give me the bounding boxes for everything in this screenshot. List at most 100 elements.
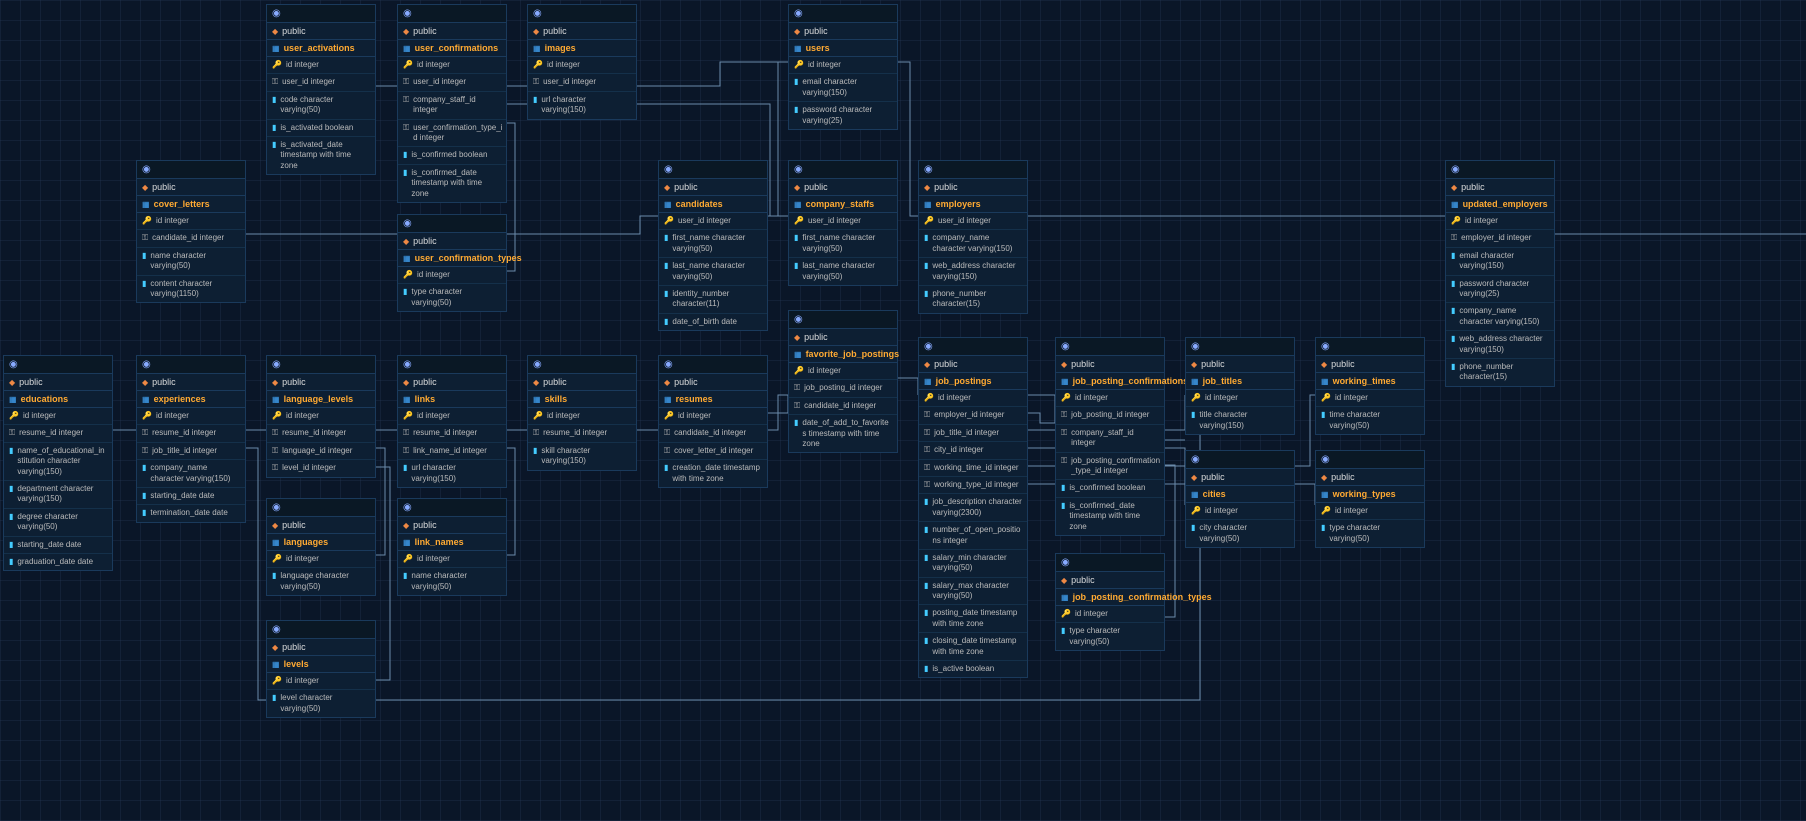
table-header[interactable]: ◉ — [398, 215, 506, 233]
table-candidates[interactable]: ◉◆public▦candidates🔑user_id integer▮firs… — [658, 160, 768, 331]
column-name: id integer — [678, 411, 711, 421]
table-header[interactable]: ◉ — [919, 338, 1027, 356]
table-images[interactable]: ◉◆public▦images🔑id integer⚿user_id integ… — [527, 4, 637, 120]
column-row: 🔑id integer — [1316, 503, 1424, 520]
table-header[interactable]: ◉ — [137, 356, 245, 374]
eye-icon[interactable]: ◉ — [924, 341, 933, 352]
table-header[interactable]: ◉ — [919, 161, 1027, 179]
column-name: is_active boolean — [932, 664, 994, 674]
table-favorite_job_postings[interactable]: ◉◆public▦favorite_job_postings🔑id intege… — [788, 310, 898, 453]
table-header[interactable]: ◉ — [528, 5, 636, 23]
eye-icon[interactable]: ◉ — [794, 8, 803, 19]
eye-icon[interactable]: ◉ — [794, 314, 803, 325]
table-header[interactable]: ◉ — [267, 5, 375, 23]
table-user_confirmations[interactable]: ◉◆public▦user_confirmations🔑id integer⚿u… — [397, 4, 507, 203]
table-educations[interactable]: ◉◆public▦educations🔑id integer⚿resume_id… — [3, 355, 113, 571]
table-name: skills — [545, 394, 568, 404]
table-working_times[interactable]: ◉◆public▦working_times🔑id integer▮time c… — [1315, 337, 1425, 435]
table-employers[interactable]: ◉◆public▦employers🔑user_id integer▮compa… — [918, 160, 1028, 314]
eye-icon[interactable]: ◉ — [664, 164, 673, 175]
table-header[interactable]: ◉ — [398, 5, 506, 23]
table-users[interactable]: ◉◆public▦users🔑id integer▮email characte… — [788, 4, 898, 130]
column-name: employer_id integer — [1461, 233, 1531, 243]
table-header[interactable]: ◉ — [789, 311, 897, 329]
table-header[interactable]: ◉ — [1186, 338, 1294, 356]
table-header[interactable]: ◉ — [1316, 338, 1424, 356]
eye-icon[interactable]: ◉ — [272, 8, 281, 19]
table-updated_employers[interactable]: ◉◆public▦updated_employers🔑id integer⚿em… — [1445, 160, 1555, 387]
table-links[interactable]: ◉◆public▦links🔑id integer⚿resume_id inte… — [397, 355, 507, 488]
table-experiences[interactable]: ◉◆public▦experiences🔑id integer⚿resume_i… — [136, 355, 246, 523]
table-working_types[interactable]: ◉◆public▦working_types🔑id integer▮type c… — [1315, 450, 1425, 548]
table-job_posting_confirmations[interactable]: ◉◆public▦job_posting_confirmations🔑id in… — [1055, 337, 1165, 536]
table-user_activations[interactable]: ◉◆public▦user_activations🔑id integer⚿use… — [266, 4, 376, 175]
table-header[interactable]: ◉ — [267, 621, 375, 639]
eye-icon[interactable]: ◉ — [1191, 454, 1200, 465]
table-languages[interactable]: ◉◆public▦languages🔑id integer▮language c… — [266, 498, 376, 596]
column-name: skill character varying(150) — [541, 446, 631, 467]
table-user_confirmation_types[interactable]: ◉◆public▦user_confirmation_types🔑id inte… — [397, 214, 507, 312]
table-header[interactable]: ◉ — [1186, 451, 1294, 469]
table-header[interactable]: ◉ — [1056, 554, 1164, 572]
table-header[interactable]: ◉ — [4, 356, 112, 374]
table-company_staffs[interactable]: ◉◆public▦company_staffs🔑user_id integer▮… — [788, 160, 898, 286]
foreign-key-icon: ⚿ — [924, 428, 930, 438]
eye-icon[interactable]: ◉ — [924, 164, 933, 175]
eye-icon[interactable]: ◉ — [1321, 341, 1330, 352]
table-skills[interactable]: ◉◆public▦skills🔑id integer⚿resume_id int… — [527, 355, 637, 471]
eye-icon[interactable]: ◉ — [142, 164, 151, 175]
column-name: company_staff_id integer — [413, 95, 501, 116]
eye-icon[interactable]: ◉ — [403, 359, 412, 370]
table-header[interactable]: ◉ — [1446, 161, 1554, 179]
column-icon: ▮ — [794, 77, 798, 87]
eye-icon[interactable]: ◉ — [1191, 341, 1200, 352]
eye-icon[interactable]: ◉ — [1061, 557, 1070, 568]
column-row: 🔑id integer — [137, 408, 245, 425]
column-row: 🔑id integer — [4, 408, 112, 425]
column-row: ▮password character varying(25) — [789, 102, 897, 129]
eye-icon[interactable]: ◉ — [533, 8, 542, 19]
eye-icon[interactable]: ◉ — [142, 359, 151, 370]
table-header[interactable]: ◉ — [1316, 451, 1424, 469]
eye-icon[interactable]: ◉ — [272, 359, 281, 370]
schema-label: public — [282, 520, 306, 530]
eye-icon[interactable]: ◉ — [1321, 454, 1330, 465]
table-levels[interactable]: ◉◆public▦levels🔑id integer▮level charact… — [266, 620, 376, 718]
table-header[interactable]: ◉ — [789, 5, 897, 23]
eye-icon[interactable]: ◉ — [403, 8, 412, 19]
table-header[interactable]: ◉ — [528, 356, 636, 374]
schema-label: public — [1201, 359, 1225, 369]
table-cover_letters[interactable]: ◉◆public▦cover_letters🔑id integer⚿candid… — [136, 160, 246, 303]
eye-icon[interactable]: ◉ — [1451, 164, 1460, 175]
eye-icon[interactable]: ◉ — [9, 359, 18, 370]
table-cities[interactable]: ◉◆public▦cities🔑id integer▮city characte… — [1185, 450, 1295, 548]
column-name: user_id integer — [938, 216, 991, 226]
eye-icon[interactable]: ◉ — [1061, 341, 1070, 352]
column-name: resume_id integer — [543, 428, 607, 438]
eye-icon[interactable]: ◉ — [794, 164, 803, 175]
eye-icon[interactable]: ◉ — [403, 218, 412, 229]
table-header[interactable]: ◉ — [659, 356, 767, 374]
schema-row: ◆public — [1316, 469, 1424, 486]
table-resumes[interactable]: ◉◆public▦resumes🔑id integer⚿candidate_id… — [658, 355, 768, 488]
eye-icon[interactable]: ◉ — [664, 359, 673, 370]
table-header[interactable]: ◉ — [659, 161, 767, 179]
table-header[interactable]: ◉ — [789, 161, 897, 179]
table-link_names[interactable]: ◉◆public▦link_names🔑id integer▮name char… — [397, 498, 507, 596]
eye-icon[interactable]: ◉ — [533, 359, 542, 370]
table-header[interactable]: ◉ — [267, 499, 375, 517]
table-job_postings[interactable]: ◉◆public▦job_postings🔑id integer⚿employe… — [918, 337, 1028, 678]
table-job_titles[interactable]: ◉◆public▦job_titles🔑id integer▮title cha… — [1185, 337, 1295, 435]
table-language_levels[interactable]: ◉◆public▦language_levels🔑id integer⚿resu… — [266, 355, 376, 478]
table-job_posting_confirmation_types[interactable]: ◉◆public▦job_posting_confirmation_types🔑… — [1055, 553, 1165, 651]
table-header[interactable]: ◉ — [267, 356, 375, 374]
eye-icon[interactable]: ◉ — [272, 624, 281, 635]
table-header[interactable]: ◉ — [1056, 338, 1164, 356]
table-header[interactable]: ◉ — [398, 356, 506, 374]
table-header[interactable]: ◉ — [398, 499, 506, 517]
eye-icon[interactable]: ◉ — [272, 502, 281, 513]
table-header[interactable]: ◉ — [137, 161, 245, 179]
eye-icon[interactable]: ◉ — [403, 502, 412, 513]
column-name: id integer — [417, 411, 450, 421]
foreign-key-icon: ⚿ — [142, 428, 148, 438]
